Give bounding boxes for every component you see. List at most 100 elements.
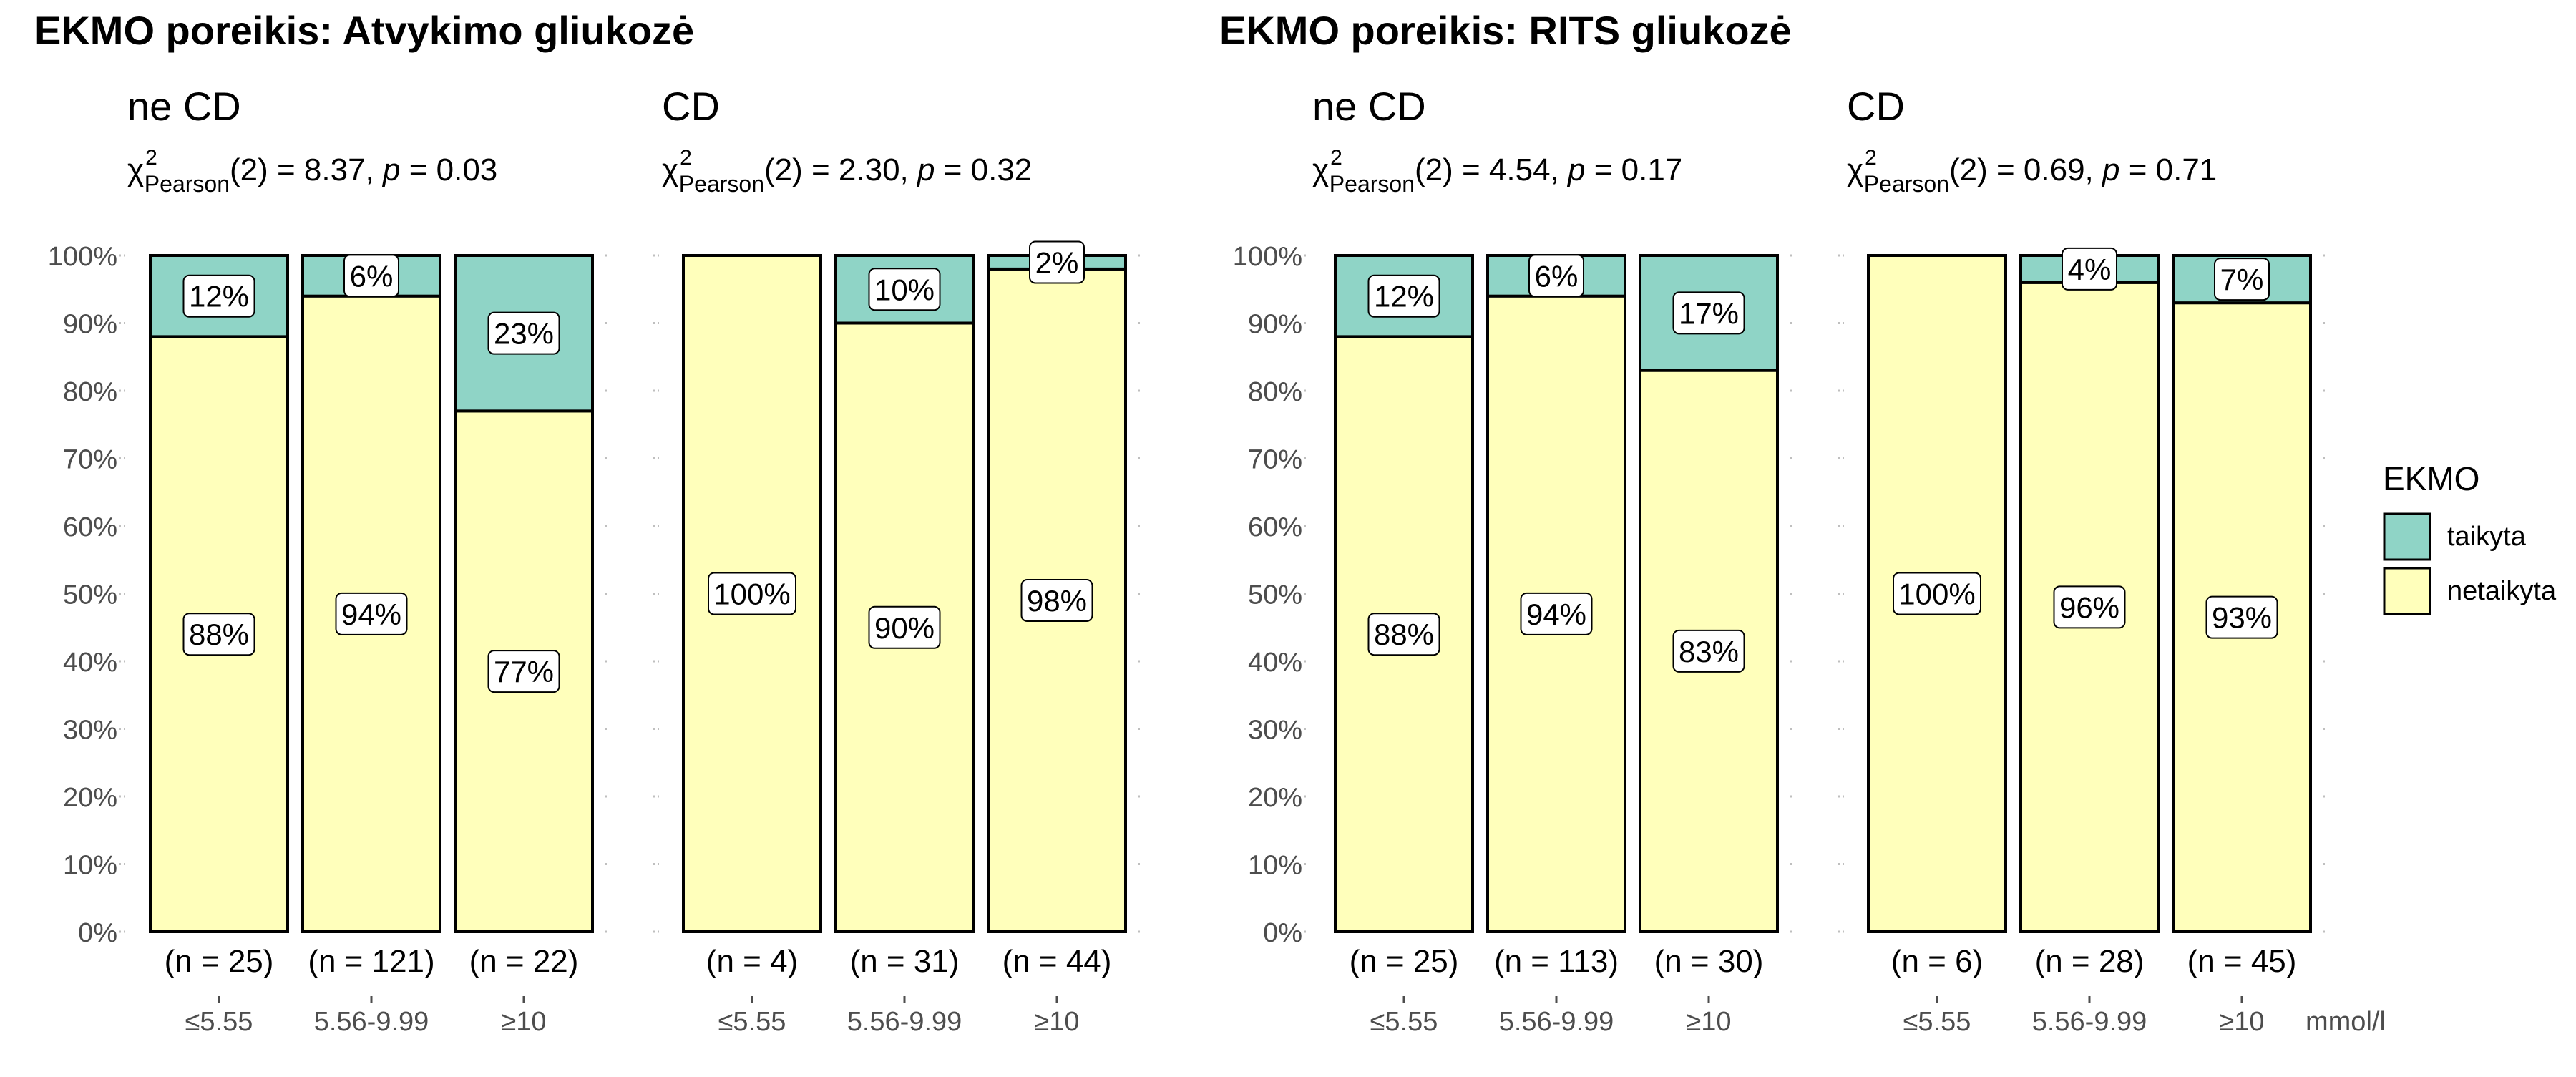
bar-label-taikyta-box — [2214, 258, 2270, 301]
n-label: (n = 25) — [1350, 944, 1459, 979]
bar-label-taikyta: 23% — [494, 317, 554, 351]
bar-label-netaikyta: 93% — [2212, 601, 2272, 635]
bar-label-netaikyta: 88% — [189, 618, 249, 651]
bar-label-taikyta: 7% — [2220, 263, 2264, 296]
y-tick-label: 90% — [1248, 310, 1302, 340]
y-tick-label: 40% — [1248, 648, 1302, 678]
y-tick-label: 70% — [63, 445, 117, 475]
panel-1: ne CD χ2 Pearson(2) = 8.37, p = 0.03 0% 10% 2… — [48, 84, 609, 1037]
bar-label-taikyta: 12% — [189, 280, 249, 313]
legend-swatch-taikyta — [2383, 512, 2431, 561]
y-tick-label: 0% — [1263, 918, 1302, 948]
bar-label-netaikyta-box — [2205, 595, 2278, 639]
y-tick-label: 50% — [1248, 580, 1302, 610]
panel-label: CD — [1847, 84, 1905, 129]
x-tick-label: ≥10 — [1034, 1007, 1079, 1037]
figure-title: EKMO poreikis: RITS gliukozė — [1219, 8, 1792, 53]
panel-label: CD — [662, 84, 720, 129]
bar-label-taikyta: 4% — [2068, 253, 2112, 286]
x-tick-label: ≤5.55 — [1903, 1007, 1971, 1037]
bar-label-netaikyta-box — [182, 613, 255, 656]
bar-label-taikyta-box — [1528, 254, 1584, 298]
y-tick-label: 30% — [63, 716, 117, 746]
y-tick-label: 80% — [63, 377, 117, 407]
n-label: (n = 4) — [706, 944, 798, 979]
bar-label-taikyta-box — [487, 311, 560, 355]
y-tick-label: 60% — [63, 512, 117, 542]
x-tick-label: ≤5.55 — [1370, 1007, 1438, 1037]
y-tick-label: 90% — [63, 310, 117, 340]
n-label: (n = 45) — [2187, 944, 2297, 979]
bar-label-netaikyta: 94% — [341, 598, 401, 631]
bar-label-netaikyta-box — [487, 650, 560, 693]
bar-label-netaikyta: 77% — [494, 655, 554, 688]
panel-label: ne CD — [1312, 84, 1426, 129]
n-label: (n = 121) — [308, 944, 434, 979]
n-label: (n = 6) — [1891, 944, 1983, 979]
x-tick-label: ≥10 — [1686, 1007, 1731, 1037]
bar-label-taikyta-box — [182, 274, 255, 318]
bar-label-netaikyta: 94% — [1526, 598, 1586, 631]
n-label: (n = 22) — [469, 944, 579, 979]
bar-label-taikyta-box — [1672, 291, 1745, 335]
bar-label-netaikyta: 96% — [2059, 590, 2119, 624]
figure-2: EKMO poreikis: RITS gliukozė ne CD χ2 Pears… — [1219, 8, 2327, 1037]
bar-label-taikyta: 6% — [350, 259, 394, 293]
bar-label-netaikyta-box — [335, 592, 408, 635]
bar-label-netaikyta: 98% — [1027, 584, 1087, 618]
y-tick-label: 60% — [1248, 512, 1302, 542]
bar-label-netaikyta-box — [2053, 585, 2126, 629]
panel-2: CD χ2 Pearson(2) = 2.30, p = 0.32 100% (n = … — [653, 84, 1142, 1037]
bar-label-netaikyta-box — [1893, 572, 1981, 615]
bar-label-netaikyta-box — [1520, 592, 1593, 635]
y-tick-label: 10% — [1248, 851, 1302, 881]
bar-label-netaikyta: 100% — [1898, 578, 1975, 611]
y-tick-label: 100% — [48, 242, 117, 272]
stat-test-line: χ2 Pearson(2) = 4.54, p = 0.17 — [1312, 146, 1682, 197]
x-tick-label: 5.56-9.99 — [2032, 1007, 2147, 1037]
n-label: (n = 44) — [1002, 944, 1112, 979]
n-label: (n = 31) — [850, 944, 960, 979]
bar-label-netaikyta-box — [1367, 613, 1440, 656]
bar-label-taikyta-box — [1029, 240, 1085, 284]
n-label: (n = 113) — [1494, 944, 1619, 979]
legend-label: netaikyta — [2447, 576, 2557, 606]
bar-label-taikyta: 17% — [1679, 296, 1739, 330]
bar-label-taikyta: 2% — [1035, 245, 1079, 279]
stat-test-line: χ2 Pearson(2) = 8.37, p = 0.03 — [127, 146, 497, 197]
bar-taikyta — [1639, 254, 1779, 372]
bar-label-netaikyta: 83% — [1679, 635, 1739, 668]
bar-label-netaikyta: 100% — [713, 578, 790, 611]
y-tick-label: 50% — [63, 580, 117, 610]
x-tick-label: 5.56-9.99 — [1499, 1007, 1614, 1037]
y-tick-label: 100% — [1233, 242, 1302, 272]
n-label: (n = 25) — [165, 944, 274, 979]
bar-label-taikyta-box — [1367, 274, 1440, 318]
y-tick-label: 80% — [1248, 377, 1302, 407]
y-tick-label: 20% — [1248, 783, 1302, 813]
panel-label: ne CD — [127, 84, 241, 129]
bar-label-netaikyta-box — [1672, 629, 1745, 673]
x-tick-label: 5.56-9.99 — [847, 1007, 962, 1037]
stat-test-line: χ2 Pearson(2) = 2.30, p = 0.32 — [662, 146, 1032, 197]
legend-swatch-netaikyta — [2383, 567, 2431, 615]
y-tick-label: 30% — [1248, 716, 1302, 746]
stat-test-line: χ2 Pearson(2) = 0.69, p = 0.71 — [1847, 146, 2217, 197]
figure-1: EKMO poreikis: Atvykimo gliukozė ne CD χ2 P… — [34, 8, 1142, 1037]
n-label: (n = 30) — [1654, 944, 1764, 979]
y-tick-label: 70% — [1248, 445, 1302, 475]
bar-label-taikyta-box — [343, 254, 399, 298]
bar-label-netaikyta: 88% — [1374, 618, 1434, 651]
x-unit-label: mmol/l — [2306, 1007, 2386, 1037]
legend-label: taikyta — [2447, 522, 2527, 552]
bar-label-netaikyta-box — [868, 605, 941, 649]
panel-1: ne CD χ2 Pearson(2) = 4.54, p = 0.17 0% 10% 2… — [1233, 84, 1794, 1037]
n-label: (n = 28) — [2035, 944, 2145, 979]
x-tick-label: 5.56-9.99 — [314, 1007, 429, 1037]
bar-label-netaikyta-box — [708, 572, 796, 615]
y-tick-label: 20% — [63, 783, 117, 813]
y-tick-label: 10% — [63, 851, 117, 881]
bar-label-netaikyta-box — [1020, 578, 1093, 622]
